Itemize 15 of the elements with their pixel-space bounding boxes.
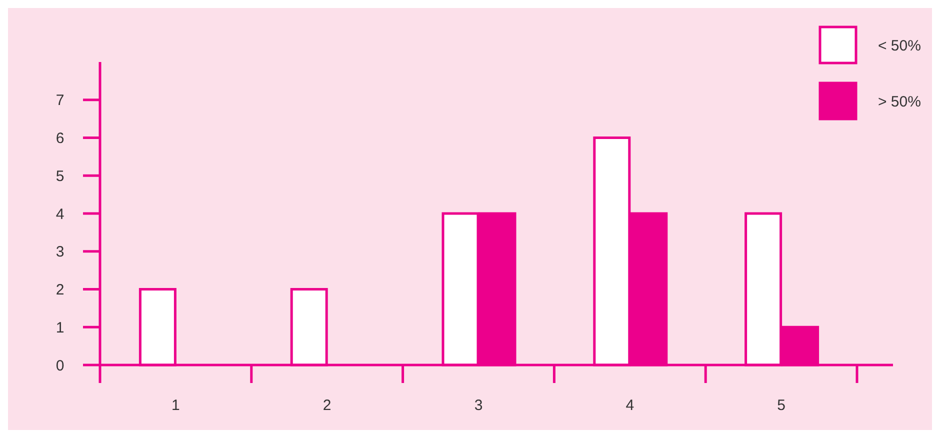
y-tick-label: 7: [56, 92, 64, 110]
y-tick-label: 6: [56, 130, 64, 147]
legend-label: < 50%: [878, 37, 921, 54]
y-tick-label: 0: [56, 357, 64, 374]
x-tick-label: 2: [322, 397, 332, 414]
x-tick-label: 4: [626, 397, 634, 414]
y-tick-label: 4: [56, 206, 64, 223]
y-tick-label: 2: [56, 282, 64, 298]
x-tick-label: 1: [172, 397, 180, 414]
y-tick-label: 3: [56, 244, 64, 261]
x-tick-label: 3: [474, 397, 483, 414]
y-tick-label: 1: [56, 319, 64, 336]
legend-label: > 50%: [878, 93, 921, 110]
y-tick-label: 5: [56, 168, 64, 185]
x-tick-label: 5: [777, 397, 786, 414]
